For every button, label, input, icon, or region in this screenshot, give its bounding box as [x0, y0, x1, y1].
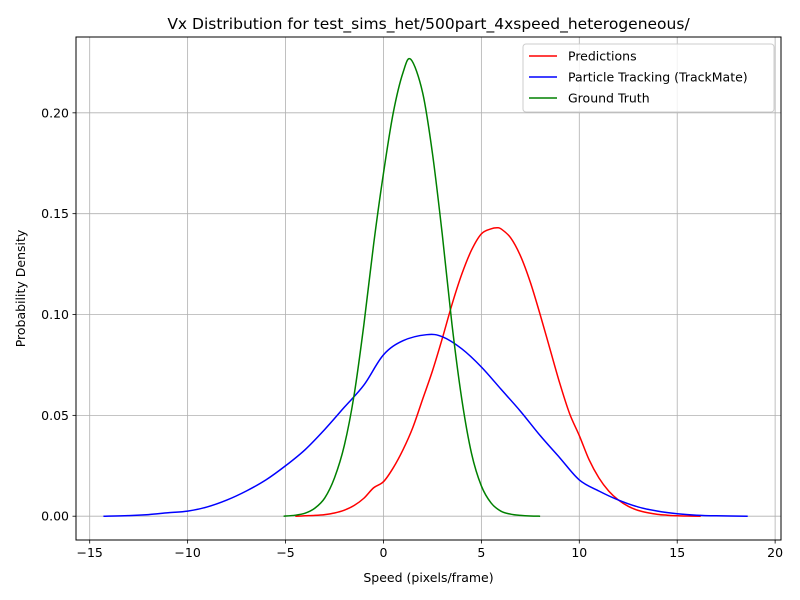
- x-tick-label: 15: [669, 545, 685, 560]
- x-tick-label: −15: [77, 545, 103, 560]
- x-tick-label: 10: [571, 545, 587, 560]
- legend-label: Particle Tracking (TrackMate): [568, 70, 748, 85]
- axis-ticks: −15 −10 −5 0 5 10 15 20 0.00 0.05 0.10 0.15 0.20: [41, 105, 783, 560]
- legend-label: Predictions: [568, 49, 637, 64]
- legend-label: Ground Truth: [568, 91, 650, 106]
- x-tick-label: −10: [174, 545, 200, 560]
- legend: Predictions Particle Tracking (TrackMate)…: [522, 43, 775, 113]
- plot-frame: [75, 36, 782, 541]
- legend-box: [522, 43, 775, 113]
- x-tick-label: 0: [379, 545, 387, 560]
- series-lines: [103, 57, 748, 517]
- y-tick-label: 0.15: [41, 206, 69, 221]
- x-tick-label: −5: [276, 545, 294, 560]
- x-tick-label: 20: [767, 545, 783, 560]
- series-line-predictions: [295, 226, 701, 517]
- y-tick-label: 0.00: [41, 509, 69, 524]
- y-tick-label: 0.20: [41, 105, 69, 120]
- x-axis-label: Speed (pixels/frame): [363, 570, 493, 585]
- y-tick-label: 0.10: [41, 307, 69, 322]
- y-tick-label: 0.05: [41, 408, 69, 423]
- series-line-particle-tracking-trackmate: [103, 333, 748, 517]
- x-tick-label: 5: [477, 545, 485, 560]
- series-line-ground-truth: [283, 57, 541, 517]
- y-axis-label: Probability Density: [13, 229, 28, 347]
- grid: [76, 37, 781, 540]
- chart-title: Vx Distribution for test_sims_het/500par…: [167, 15, 690, 34]
